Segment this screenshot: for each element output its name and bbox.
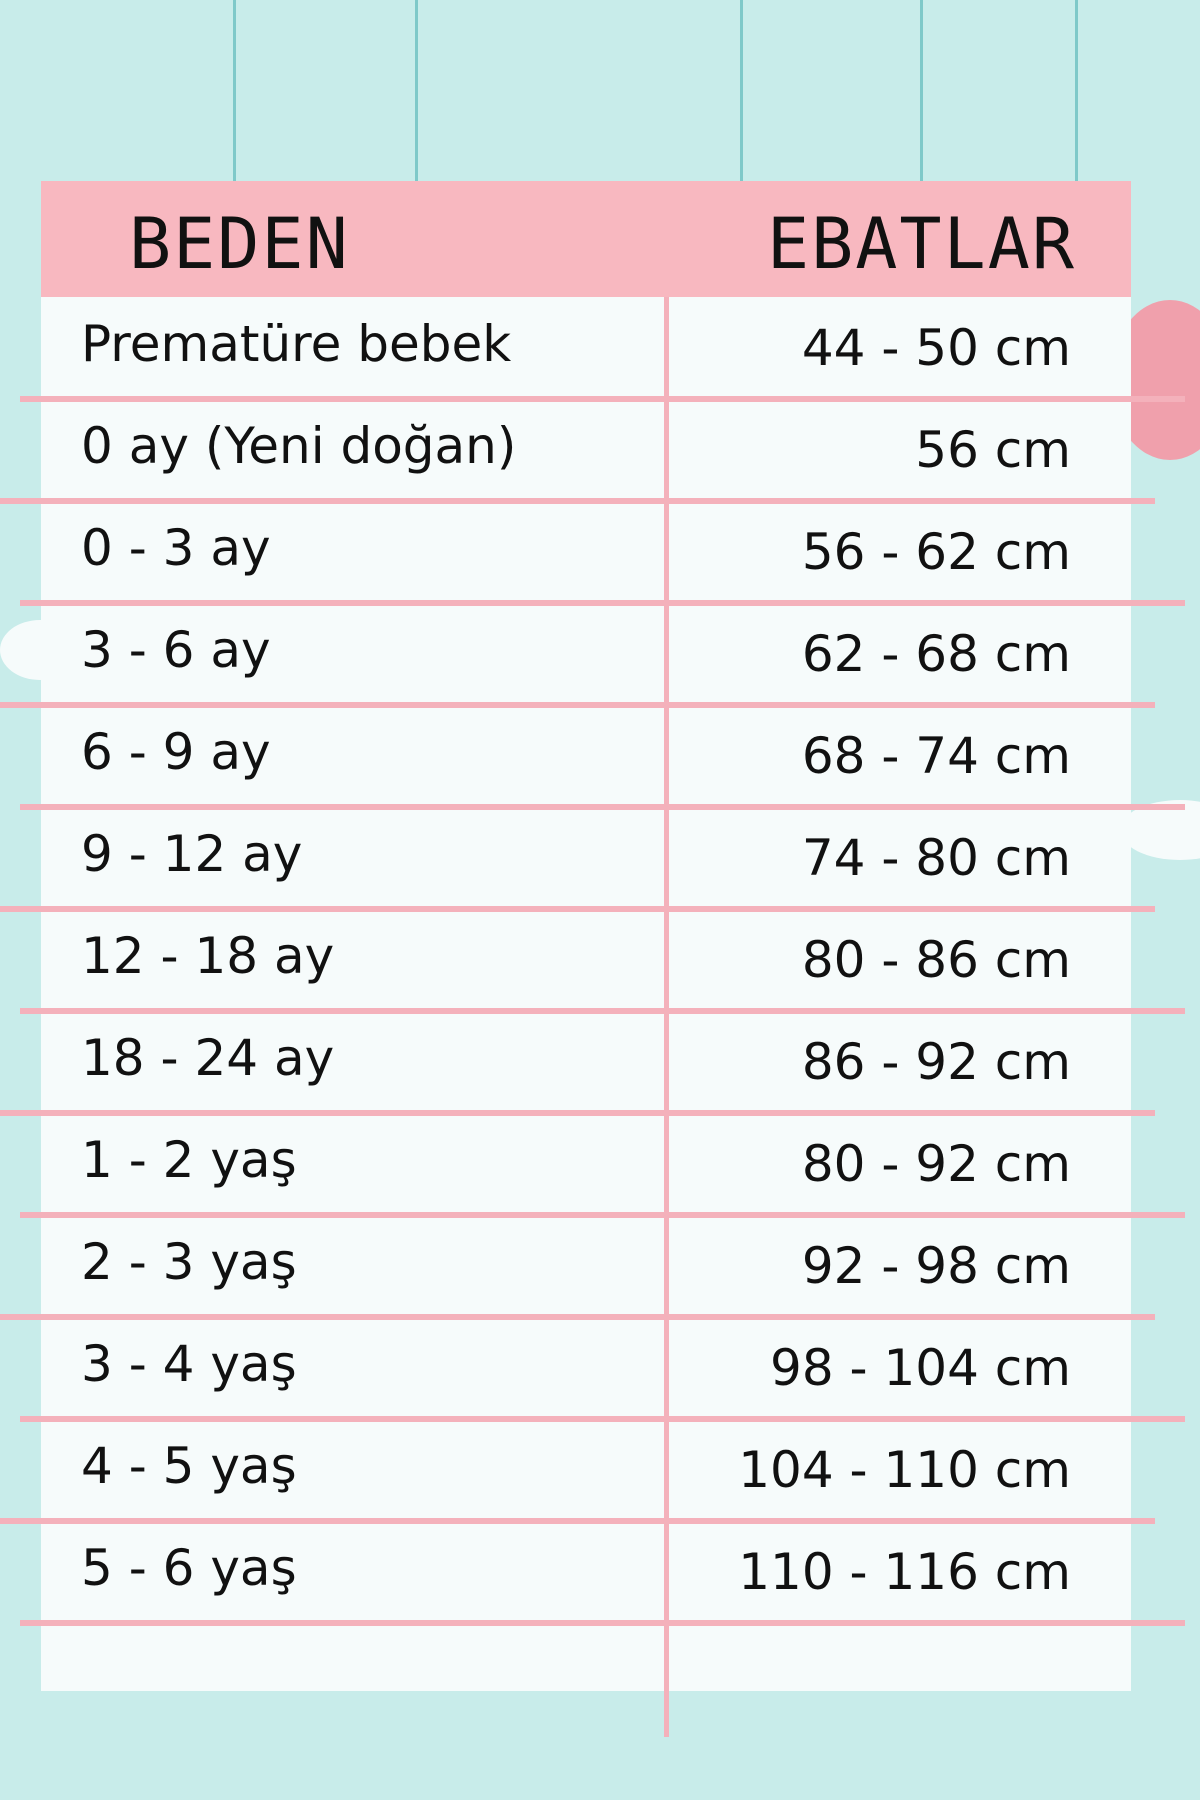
dimension-cell: 56 - 62 cm [801,523,1071,581]
row-divider [0,1314,1155,1320]
row-divider [0,1518,1155,1524]
row-divider [20,1212,1185,1218]
size-cell: 9 - 12 ay [81,825,303,883]
dimension-cell: 98 - 104 cm [770,1339,1071,1397]
size-cell: Prematüre bebek [81,315,512,373]
dimension-cell: 80 - 92 cm [801,1135,1071,1193]
row-divider [20,396,1185,402]
table-row: 3 - 4 yaş 98 - 104 cm [41,1317,1131,1418]
size-cell: 1 - 2 yaş [81,1131,297,1189]
dimension-cell: 80 - 86 cm [801,931,1071,989]
row-divider [0,906,1155,912]
table-row: 0 - 3 ay 56 - 62 cm [41,501,1131,602]
table-row: 4 - 5 yaş 104 - 110 cm [41,1419,1131,1520]
table-row: Prematüre bebek 44 - 50 cm [41,297,1131,398]
row-divider [20,600,1185,606]
table-row: 0 ay (Yeni doğan) 56 cm [41,399,1131,500]
hanging-string [233,0,236,181]
size-cell: 6 - 9 ay [81,723,271,781]
row-divider [0,498,1155,504]
row-divider [20,1008,1185,1014]
header-dimensions: EBATLAR [766,203,1076,285]
hanging-string [920,0,923,181]
table-row: 6 - 9 ay 68 - 74 cm [41,705,1131,806]
size-cell: 12 - 18 ay [81,927,335,985]
dimension-cell: 74 - 80 cm [801,829,1071,887]
table-row: 12 - 18 ay 80 - 86 cm [41,909,1131,1010]
size-cell: 0 ay (Yeni doğan) [81,417,517,475]
column-divider [664,297,669,1737]
dimension-cell: 68 - 74 cm [801,727,1071,785]
table-row: 18 - 24 ay 86 - 92 cm [41,1011,1131,1112]
size-cell: 0 - 3 ay [81,519,271,577]
dimension-cell: 104 - 110 cm [738,1441,1071,1499]
row-divider [20,804,1185,810]
table-row: 1 - 2 yaş 80 - 92 cm [41,1113,1131,1214]
hanging-string [415,0,418,181]
table-row: 5 - 6 yaş 110 - 116 cm [41,1521,1131,1622]
dimension-cell: 62 - 68 cm [801,625,1071,683]
size-cell: 5 - 6 yaş [81,1539,297,1597]
size-cell: 3 - 6 ay [81,621,271,679]
header-size: BEDEN [129,203,350,285]
size-cell: 3 - 4 yaş [81,1335,297,1393]
dimension-cell: 92 - 98 cm [801,1237,1071,1295]
dimension-cell: 110 - 116 cm [738,1543,1071,1601]
row-divider [0,702,1155,708]
row-divider [20,1416,1185,1422]
table-row: 2 - 3 yaş 92 - 98 cm [41,1215,1131,1316]
size-cell: 2 - 3 yaş [81,1233,297,1291]
row-divider [0,1110,1155,1116]
size-cell: 4 - 5 yaş [81,1437,297,1495]
table-row: 3 - 6 ay 62 - 68 cm [41,603,1131,704]
size-cell: 18 - 24 ay [81,1029,335,1087]
size-chart-table [41,181,1131,1691]
hanging-string [1075,0,1078,181]
dimension-cell: 86 - 92 cm [801,1033,1071,1091]
hanging-string [740,0,743,181]
row-divider [20,1620,1185,1626]
table-row: 9 - 12 ay 74 - 80 cm [41,807,1131,908]
dimension-cell: 56 cm [915,421,1071,479]
table-header: BEDEN EBATLAR [41,181,1131,297]
dimension-cell: 44 - 50 cm [801,319,1071,377]
